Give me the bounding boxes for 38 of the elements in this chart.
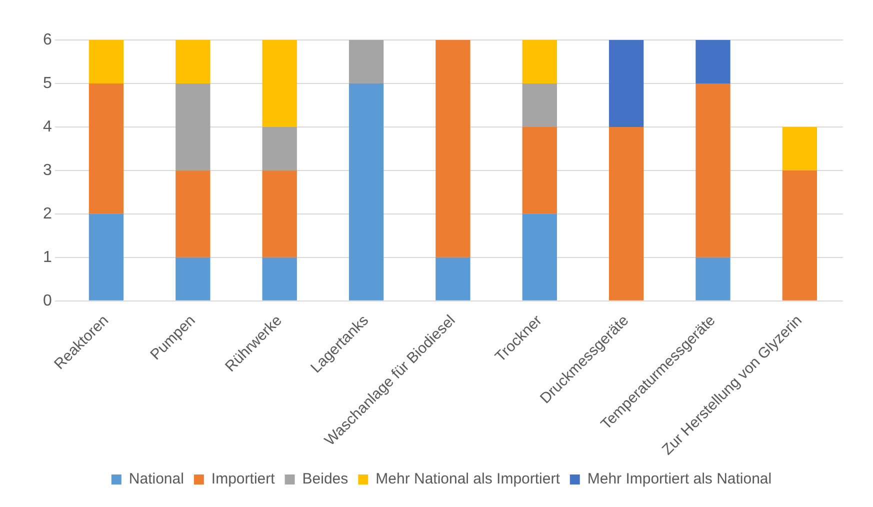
- bar: [262, 257, 297, 300]
- bar: [176, 83, 210, 170]
- bar: [176, 170, 210, 258]
- bar: [88, 83, 124, 214]
- bar: [696, 257, 730, 300]
- legend-label: Mehr National als Importiert: [376, 470, 561, 488]
- bar: [348, 83, 384, 300]
- bar: [696, 83, 730, 258]
- bar: [522, 83, 557, 127]
- bar: [522, 126, 557, 214]
- legend-label: Beides: [302, 470, 348, 488]
- bar: [262, 126, 297, 170]
- y-tick-label: 1: [42, 248, 52, 266]
- bar: [782, 170, 817, 300]
- legend-label: Importiert: [211, 470, 276, 488]
- legend-label: National: [128, 470, 184, 488]
- y-tick-label: 6: [42, 31, 52, 48]
- bar: [176, 40, 210, 84]
- y-tick-label: 4: [42, 118, 52, 136]
- bar: [436, 40, 470, 258]
- bar: [88, 214, 124, 300]
- bar: [348, 40, 384, 84]
- bar: [262, 170, 297, 258]
- bar: [608, 126, 644, 300]
- bar: [176, 257, 210, 300]
- bar: [608, 40, 644, 127]
- bar: [88, 40, 124, 84]
- bar: [696, 40, 730, 84]
- y-tick-label: 5: [42, 74, 52, 92]
- bar: [436, 257, 470, 300]
- bar: [782, 126, 817, 170]
- y-tick-label: 2: [42, 205, 52, 222]
- legend-label: Mehr Importiert als National: [587, 470, 772, 488]
- bar: [522, 40, 557, 84]
- bar: [522, 214, 557, 300]
- y-tick-label: 0: [42, 292, 52, 310]
- y-tick-label: 3: [42, 162, 52, 179]
- bar: [262, 40, 297, 127]
